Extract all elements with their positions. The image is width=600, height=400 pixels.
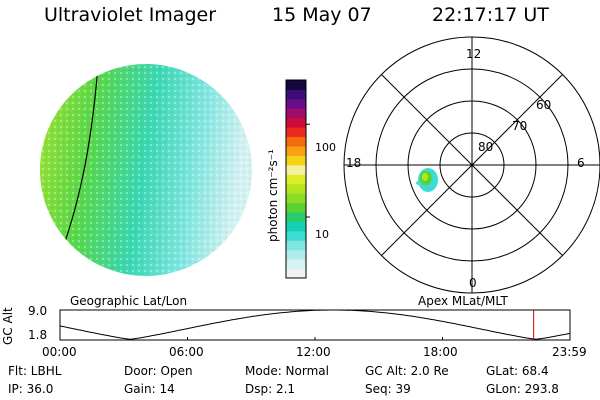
colorbar-segment [286, 202, 306, 213]
colorbar-segment [286, 155, 306, 166]
colorbar-tick-100: 100 [315, 141, 336, 154]
colorbar-segment [286, 98, 306, 109]
observation-time: 22:17:17 UT [432, 4, 549, 26]
info-dsp: Dsp: 2.1 [245, 382, 296, 396]
polar-label-18: 18 [346, 156, 362, 170]
colorbar-segment [286, 240, 306, 251]
colorbar-segment [286, 230, 306, 241]
mlat-label-80: 80 [478, 140, 494, 154]
polar-label-12: 12 [466, 47, 482, 61]
polar-label-6: 6 [577, 156, 585, 170]
colorbar-segment [286, 136, 306, 147]
info-filter: Flt: LBHL [8, 364, 62, 378]
auroral-blob [416, 168, 438, 192]
colorbar [285, 79, 310, 279]
altitude-x-tick-2359: 23:59 [552, 345, 587, 359]
colorbar-segment [286, 221, 306, 232]
info-ip: IP: 36.0 [8, 382, 54, 396]
colorbar-segment [286, 174, 306, 185]
colorbar-frame [285, 79, 307, 279]
colorbar-tick-10: 10 [315, 228, 329, 241]
altitude-plot-frame [59, 309, 571, 341]
altitude-plot [59, 309, 571, 341]
altitude-curve [59, 309, 571, 340]
apex-caption: Apex MLat/MLT [418, 294, 508, 308]
colorbar-segment [286, 146, 306, 156]
colorbar-segment [286, 89, 306, 100]
info-door: Door: Open [124, 364, 193, 378]
altitude-x-tick-1200: 12:00 [296, 345, 331, 359]
altitude-x-tick-0000: 00:00 [42, 345, 77, 359]
polar-plot [343, 36, 600, 294]
altitude-x-tick-0600: 06:00 [169, 345, 204, 359]
colorbar-segment [286, 183, 306, 194]
colorbar-segment [286, 164, 306, 175]
colorbar-segment [286, 249, 306, 260]
observation-date: 15 May 07 [272, 4, 372, 26]
info-glat: GLat: 68.4 [486, 364, 549, 378]
mlat-label-70: 70 [512, 119, 528, 133]
altitude-y-tick-max: 9.0 [28, 304, 48, 318]
colorbar-segment [286, 259, 306, 270]
colorbar-segment [286, 268, 306, 279]
info-mode: Mode: Normal [245, 364, 329, 378]
uv-earth-image [40, 64, 252, 276]
colorbar-segment [286, 212, 306, 222]
mlat-label-60: 60 [536, 98, 552, 112]
altitude-y-tick-min: 1.8 [28, 328, 48, 342]
info-seq: Seq: 39 [365, 382, 411, 396]
colorbar-unit-label: photon cm⁻²s⁻¹ [266, 149, 280, 242]
altitude-y-label: GC Alt [1, 307, 15, 345]
info-glon: GLon: 293.8 [486, 382, 559, 396]
info-gc-alt: GC Alt: 2.0 Re [365, 364, 449, 378]
polar-label-0: 0 [469, 276, 477, 290]
info-gain: Gain: 14 [124, 382, 175, 396]
altitude-x-tick-1800: 18:00 [423, 345, 458, 359]
colorbar-segment [286, 108, 306, 119]
geographic-caption: Geographic Lat/Lon [70, 294, 188, 308]
colorbar-segment [286, 193, 306, 204]
altitude-x-tick-marks [59, 337, 571, 340]
instrument-title: Ultraviolet Imager [44, 4, 217, 26]
polar-diag-2 [381, 74, 563, 256]
colorbar-segment [286, 117, 306, 128]
colorbar-segment [286, 80, 306, 90]
colorbar-segment [286, 127, 306, 138]
